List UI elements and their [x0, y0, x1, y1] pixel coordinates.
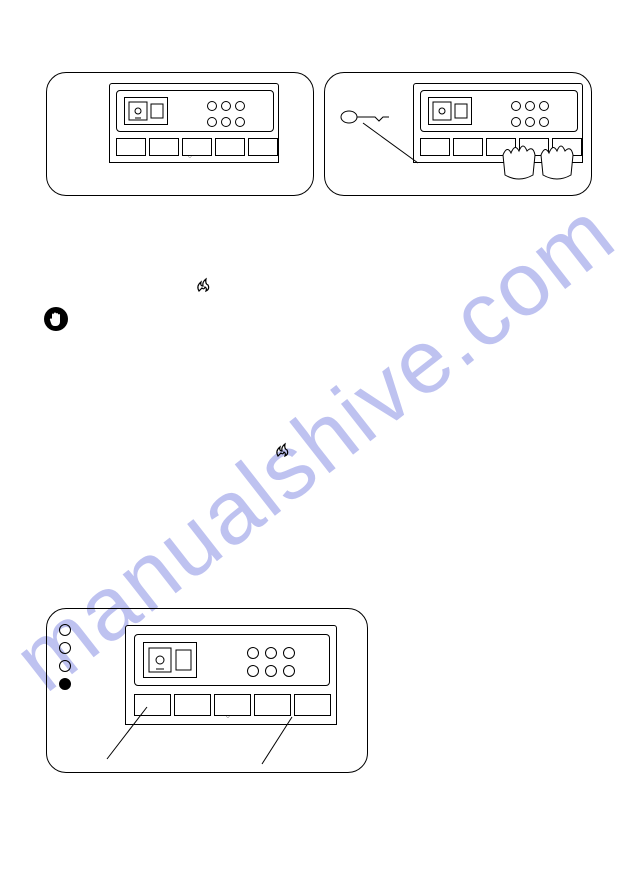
manual-page: manualshive.com	[0, 0, 629, 893]
button-row	[116, 138, 278, 156]
lcd-graphic	[429, 98, 471, 124]
display-screen	[420, 90, 578, 132]
panel-dot	[207, 117, 217, 127]
panel-button	[116, 138, 146, 156]
panel-button	[149, 138, 179, 156]
panel-dot	[235, 117, 245, 127]
panel-dot	[511, 101, 521, 111]
hand-caution-icon	[44, 307, 68, 331]
panel-button	[215, 138, 245, 156]
figure-1-frame: ○	[46, 72, 314, 196]
panel-dot	[511, 117, 521, 127]
press-hands	[493, 143, 593, 293]
panel-button	[420, 138, 450, 156]
panel-dot	[525, 117, 535, 127]
panel-dot	[539, 101, 549, 111]
panel-dot	[235, 101, 245, 111]
panel-button	[182, 138, 212, 156]
panel-dot	[525, 101, 535, 111]
panel-button	[248, 138, 278, 156]
panel-dot	[539, 117, 549, 127]
figure-2-frame	[324, 72, 592, 196]
lcd-graphic	[125, 98, 167, 124]
control-panel: ○	[109, 83, 279, 163]
flame-icon	[273, 442, 289, 458]
key-callout	[333, 105, 423, 175]
display-screen	[116, 90, 274, 132]
panel-label: ○	[188, 154, 192, 160]
panel-button	[453, 138, 483, 156]
panel-dot	[221, 117, 231, 127]
callout-lines	[47, 609, 367, 772]
flame-icon	[194, 277, 210, 293]
figure-3-frame: ○	[46, 608, 368, 773]
lcd-window	[124, 97, 168, 125]
lcd-window	[428, 97, 472, 125]
panel-dot	[207, 101, 217, 111]
panel-dot	[221, 101, 231, 111]
